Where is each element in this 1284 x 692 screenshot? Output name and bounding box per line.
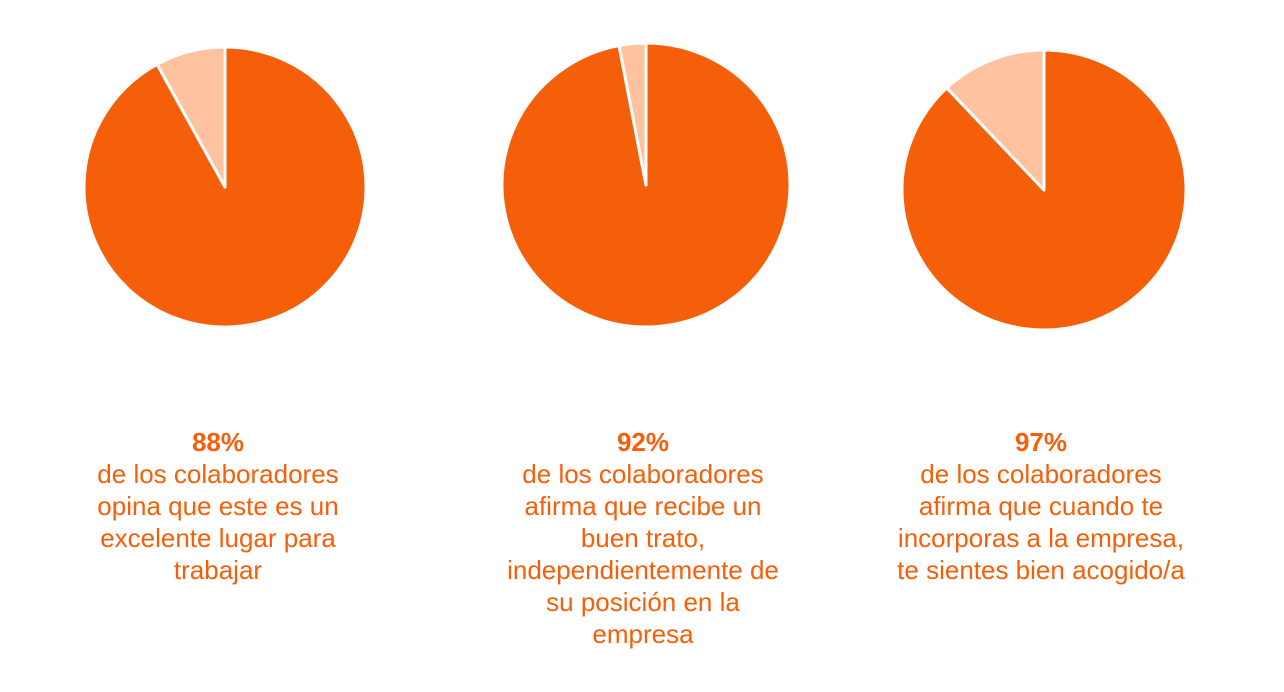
- caption-3: 97% de los colaboradores afirma que cuan…: [891, 426, 1191, 586]
- caption-percent: 88%: [191, 427, 245, 457]
- caption-text: de los colaboradores afirma que cuando t…: [897, 459, 1185, 585]
- caption-percent: 92%: [616, 427, 670, 457]
- pie-chart-1: [82, 45, 368, 329]
- pie-chart-3: [900, 48, 1188, 332]
- pie-slice-remainder: [155, 45, 227, 189]
- caption-2: 92% de los colaboradores afirma que reci…: [493, 426, 793, 650]
- caption-1: 88% de los colaboradores opina que este …: [68, 426, 368, 586]
- caption-percent: 97%: [1014, 427, 1068, 457]
- pie-slice-remainder: [945, 48, 1046, 192]
- caption-text: de los colaboradores opina que este es u…: [97, 459, 339, 585]
- pie-slice-remainder: [617, 41, 648, 187]
- pie-slice-main: [900, 48, 1188, 332]
- caption-text: de los colaboradores afirma que recibe u…: [507, 459, 779, 649]
- pie-chart-2: [500, 41, 792, 329]
